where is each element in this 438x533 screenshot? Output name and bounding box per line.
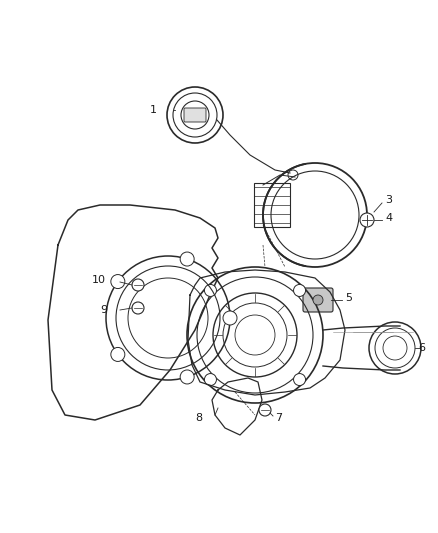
- Circle shape: [205, 374, 216, 385]
- Circle shape: [180, 252, 194, 266]
- Circle shape: [180, 370, 194, 384]
- Text: 7: 7: [275, 413, 282, 423]
- FancyBboxPatch shape: [184, 108, 206, 122]
- Circle shape: [111, 348, 125, 361]
- Text: 9: 9: [100, 305, 107, 315]
- Circle shape: [259, 404, 271, 416]
- Text: 3: 3: [385, 195, 392, 205]
- Circle shape: [223, 311, 237, 325]
- Circle shape: [313, 295, 323, 305]
- Text: 10: 10: [92, 275, 106, 285]
- Circle shape: [132, 302, 144, 314]
- Circle shape: [132, 279, 144, 291]
- Circle shape: [293, 285, 306, 296]
- Circle shape: [205, 285, 216, 296]
- Text: 6: 6: [418, 343, 425, 353]
- Text: 1: 1: [150, 105, 157, 115]
- Text: 8: 8: [195, 413, 202, 423]
- Circle shape: [360, 213, 374, 227]
- Circle shape: [111, 274, 125, 288]
- Circle shape: [293, 374, 306, 385]
- Text: 5: 5: [345, 293, 352, 303]
- Bar: [254, 183, 290, 227]
- Text: 4: 4: [385, 213, 392, 223]
- FancyBboxPatch shape: [303, 288, 333, 312]
